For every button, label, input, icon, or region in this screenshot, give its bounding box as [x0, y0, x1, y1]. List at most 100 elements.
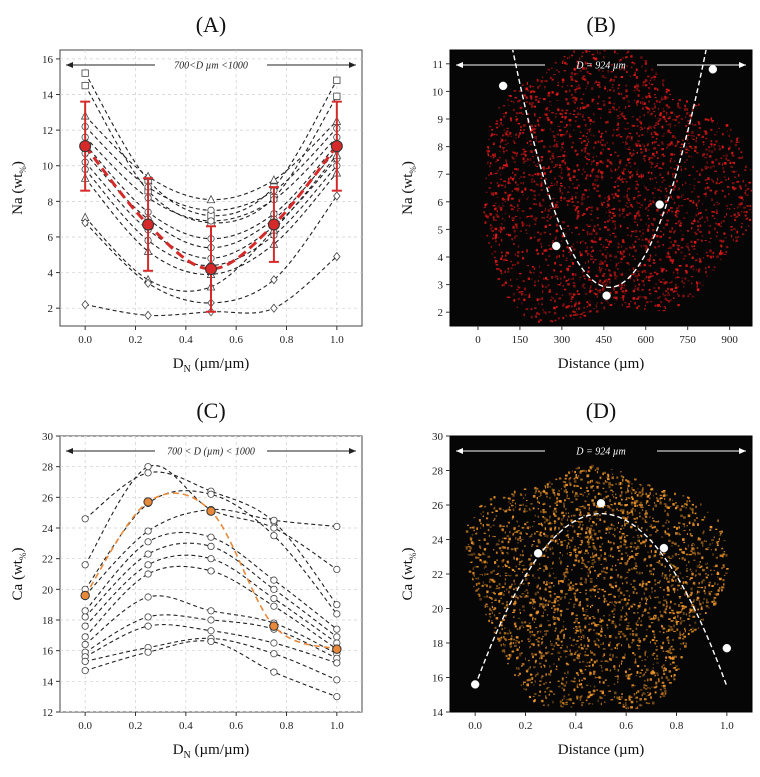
series-point	[82, 82, 88, 88]
series-point	[271, 586, 277, 592]
x-tick-label: 0.6	[229, 334, 243, 346]
x-axis-title: Distance (µm)	[558, 356, 645, 372]
data-point	[534, 549, 542, 557]
x-tick-label: 0.2	[129, 334, 143, 346]
y-tick-label: 30	[432, 431, 444, 443]
series-point	[334, 93, 340, 99]
series-point	[208, 491, 214, 497]
series-point	[271, 651, 277, 657]
data-point	[597, 499, 605, 507]
y-tick-label: 14	[42, 90, 54, 102]
data-point	[471, 680, 479, 688]
y-tick-label: 8	[48, 196, 54, 208]
y-axis-title: Ca (wt%)	[400, 548, 418, 601]
series-point	[145, 614, 151, 620]
x-axis-title: DN (µm/µm)	[173, 356, 250, 375]
y-tick-label: 6	[438, 197, 444, 209]
series-point	[145, 470, 151, 476]
x-tick-label: 150	[512, 334, 529, 346]
y-tick-label: 26	[432, 500, 444, 512]
panel-label: (A)	[196, 12, 227, 37]
y-axis-title: Na (wt%)	[400, 161, 418, 215]
y-tick-label: 14	[432, 707, 444, 719]
mean-point	[143, 219, 154, 230]
y-tick-label: 9	[438, 114, 444, 126]
series-point	[271, 669, 277, 675]
y-tick-label: 26	[42, 492, 54, 504]
mean-point	[144, 498, 152, 506]
y-tick-label: 16	[42, 54, 54, 66]
series-point	[334, 634, 340, 640]
y-tick-label: 24	[42, 523, 54, 535]
y-tick-label: 12	[42, 125, 53, 137]
annotation-text: D = 924 µm	[575, 61, 625, 72]
series-point	[82, 667, 88, 673]
y-tick-label: 18	[42, 615, 54, 627]
data-point	[552, 242, 560, 250]
series-point	[271, 525, 277, 531]
series-point	[145, 539, 151, 545]
series-point	[334, 693, 340, 699]
series-point	[145, 562, 151, 568]
y-tick-label: 28	[42, 462, 54, 474]
x-axis-title: DN (µm/µm)	[173, 742, 250, 761]
panel-label: (B)	[586, 12, 615, 37]
mean-point	[207, 507, 215, 515]
y-tick-label: 11	[432, 59, 443, 71]
series-point	[208, 207, 214, 213]
series-point	[334, 566, 340, 572]
y-tick-label: 24	[432, 535, 444, 547]
panel-label: (C)	[196, 398, 225, 423]
series-point	[208, 555, 214, 561]
series-point	[334, 77, 340, 83]
mean-point	[268, 219, 279, 230]
series-point	[82, 658, 88, 664]
series-point	[82, 614, 88, 620]
x-tick-label: 900	[721, 334, 738, 346]
series-point	[145, 594, 151, 600]
x-tick-label: 0.8	[280, 334, 294, 346]
y-tick-label: 20	[42, 584, 54, 596]
series-point	[82, 641, 88, 647]
panel-label: (D)	[586, 398, 617, 423]
series-point	[334, 660, 340, 666]
data-point	[656, 201, 664, 209]
series-point	[145, 551, 151, 557]
series-point	[82, 634, 88, 640]
series-point	[145, 528, 151, 534]
y-tick-label: 18	[432, 638, 444, 650]
x-tick-label: 600	[637, 334, 654, 346]
mean-point	[81, 591, 89, 599]
x-tick-label: 0.0	[78, 334, 92, 346]
series-point	[82, 516, 88, 522]
series-point	[208, 218, 214, 224]
series-point	[334, 626, 340, 632]
x-tick-label: 0.2	[129, 720, 143, 732]
y-tick-label: 20	[432, 604, 444, 616]
series-point	[145, 623, 151, 629]
annotation-text: 700<D µm <1000	[174, 61, 248, 72]
series-point	[271, 603, 277, 609]
series-point	[334, 611, 340, 617]
series-point	[271, 532, 277, 538]
y-tick-label: 12	[42, 707, 53, 719]
y-tick-label: 6	[48, 232, 54, 244]
series-point	[271, 517, 277, 523]
x-tick-label: 750	[679, 334, 696, 346]
series-point	[271, 640, 277, 646]
y-tick-label: 4	[438, 252, 444, 264]
x-tick-label: 300	[554, 334, 571, 346]
x-tick-label: 0	[475, 334, 481, 346]
x-tick-label: 0.0	[468, 720, 482, 732]
series-point	[145, 649, 151, 655]
x-tick-label: 0.6	[619, 720, 633, 732]
x-tick-label: 1.0	[330, 720, 344, 732]
y-tick-label: 10	[432, 86, 444, 98]
